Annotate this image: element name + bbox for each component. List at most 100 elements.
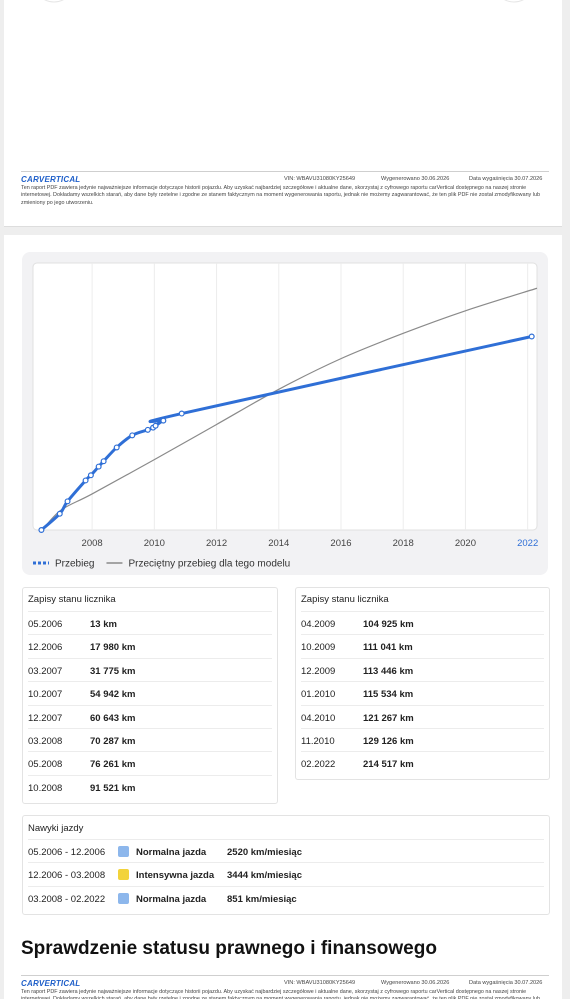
table-row: 04.2010 121 267 km [301, 704, 544, 729]
legend-label: Przeciętny przebieg dla tego modelu [128, 559, 290, 570]
record-mileage: 60 643 km [90, 712, 136, 724]
x-tick-label: 2014 [268, 538, 289, 549]
generated-date: Wygenerowano 30.06.2026 [381, 176, 450, 182]
record-mileage: 54 942 km [90, 689, 136, 701]
data-point [95, 463, 102, 470]
table-row: 04.2009 104 925 km [301, 611, 544, 635]
data-point [113, 444, 120, 451]
habit-period: 03.2008 - 02.2022 [28, 893, 106, 905]
record-date: 03.2008 [28, 736, 63, 747]
record-mileage: 115 534 km [363, 689, 414, 701]
record-date: 10.2009 [301, 642, 336, 654]
expiry-date: Data wygaśnięcia 30.07.2026 [469, 980, 543, 986]
record-mileage: 31 775 km [90, 665, 136, 677]
table-row: 05.2006 13 km [28, 611, 272, 635]
record-date: 03.2007 [28, 665, 63, 677]
x-tick-label: 2022 [517, 538, 538, 549]
expiry-date: Data wygaśnięcia 30.07.2026 [469, 176, 543, 182]
table-row: 10.2007 54 942 km [28, 681, 272, 705]
data-point [152, 422, 159, 429]
table-title: Nawyki jazdy [28, 823, 84, 834]
habit-color [118, 869, 129, 881]
data-point [528, 333, 535, 340]
table-row: 02.2022 214 517 km [301, 751, 544, 775]
x-tick-label: 2018 [393, 538, 414, 549]
data-point [160, 417, 167, 424]
plot-area [32, 262, 538, 531]
vin: VIN: WBAVU31080KY25649 [284, 176, 356, 182]
data-point [82, 477, 89, 484]
section-heading: Sprawdzenie statusu prawnego i finansowe… [21, 938, 437, 959]
record-date: 01.2010 [301, 689, 336, 701]
report-page: CARVERTICAL VIN: WBAVU31080KY25649 Wygen… [4, 0, 562, 227]
habit-rate: 851 km/miesiąc [227, 893, 297, 905]
data-point [56, 510, 63, 517]
record-mileage: 104 925 km [363, 619, 414, 630]
x-tick-label: 2016 [330, 538, 351, 549]
habits-table: Nawyki jazdy 05.2006 - 12.2006 Normalna ja… [22, 815, 550, 915]
record-date: 12.2009 [301, 665, 336, 677]
table-row: 10.2009 111 041 km [301, 634, 544, 658]
footer-rule [21, 171, 549, 172]
disclaimer: Ten raport PDF zawiera jedynie najważnie… [21, 185, 540, 206]
data-point [38, 526, 45, 533]
series-line [41, 287, 538, 531]
habit-period: 12.2006 - 03.2008 [28, 870, 106, 882]
habit-type: Normalna jazda [136, 893, 207, 905]
x-tick-label: 2012 [206, 538, 227, 549]
habit-rate: 3444 km/miesiąc [227, 870, 303, 882]
table-title: Zapisy stanu licznika [301, 594, 389, 605]
table-row: 12.2009 113 446 km [301, 657, 544, 682]
table-row: 12.2006 - 03.2008 Intensywna jazda 3444 km… [28, 862, 544, 886]
vin: VIN: WBAVU31080KY25649 [284, 980, 356, 986]
habit-period: 05.2006 - 12.2006 [28, 847, 106, 858]
record-date: 02.2022 [301, 759, 336, 771]
table-row: 03.2008 - 02.2022 Normalna jazda 851 km/mi… [28, 885, 544, 910]
record-mileage: 113 446 km [363, 665, 414, 677]
habit-color [118, 892, 129, 904]
table-title: Zapisy stanu licznika [28, 594, 116, 605]
record-date: 10.2007 [28, 689, 63, 701]
generated-date: Wygenerowano 30.06.2026 [381, 980, 450, 986]
habit-color [118, 846, 129, 857]
records-table: Zapisy stanu licznika 05.2006 13 km 12.2006… [22, 587, 278, 804]
record-date: 12.2007 [28, 712, 63, 724]
data-point [144, 426, 151, 433]
record-mileage: 129 126 km [363, 736, 414, 747]
record-mileage: 214 517 km [363, 759, 414, 771]
record-date: 11.2010 [301, 736, 335, 747]
record-mileage: 70 287 km [90, 736, 136, 747]
table-row: 05.2006 - 12.2006 Normalna jazda 2520 km/m… [28, 839, 544, 863]
legend-label: Przebieg [55, 559, 94, 570]
table-row: 12.2006 17 980 km [28, 634, 272, 658]
record-date: 05.2006 [28, 619, 63, 630]
record-date: 05.2008 [28, 759, 63, 771]
data-point [129, 432, 136, 439]
mileage-chart: 2008 2010 2012 2014 2016 2018 2020 2022 Przebieg… [22, 252, 548, 575]
records-table: Zapisy stanu licznika 04.2009 104 925 km 10… [295, 587, 550, 780]
footer-rule [21, 975, 549, 976]
record-mileage: 17 980 km [90, 642, 136, 654]
record-mileage: 91 521 km [90, 782, 136, 794]
record-mileage: 121 267 km [363, 712, 414, 724]
record-date: 04.2009 [301, 619, 336, 630]
data-point [87, 472, 94, 479]
logo: CARVERTICAL [21, 979, 81, 988]
disclaimer: Ten raport PDF zawiera jedynie najważnie… [21, 989, 540, 999]
table-row: 10.2008 91 521 km [28, 774, 272, 799]
record-date: 04.2010 [301, 712, 336, 724]
logo: CARVERTICAL [21, 175, 81, 184]
record-mileage: 13 km [90, 619, 117, 630]
data-point [178, 410, 185, 417]
data-point [100, 458, 107, 465]
x-tick-label: 2008 [82, 538, 103, 549]
data-point [64, 498, 71, 505]
habit-type: Normalna jazda [136, 847, 207, 858]
table-row: 01.2010 115 534 km [301, 681, 544, 705]
table-row: 11.2010 129 126 km [301, 728, 544, 752]
series-line [40, 335, 533, 532]
table-row: 05.2008 76 261 km [28, 751, 272, 775]
x-tick-label: 2020 [455, 538, 476, 549]
table-row: 03.2008 70 287 km [28, 728, 272, 752]
